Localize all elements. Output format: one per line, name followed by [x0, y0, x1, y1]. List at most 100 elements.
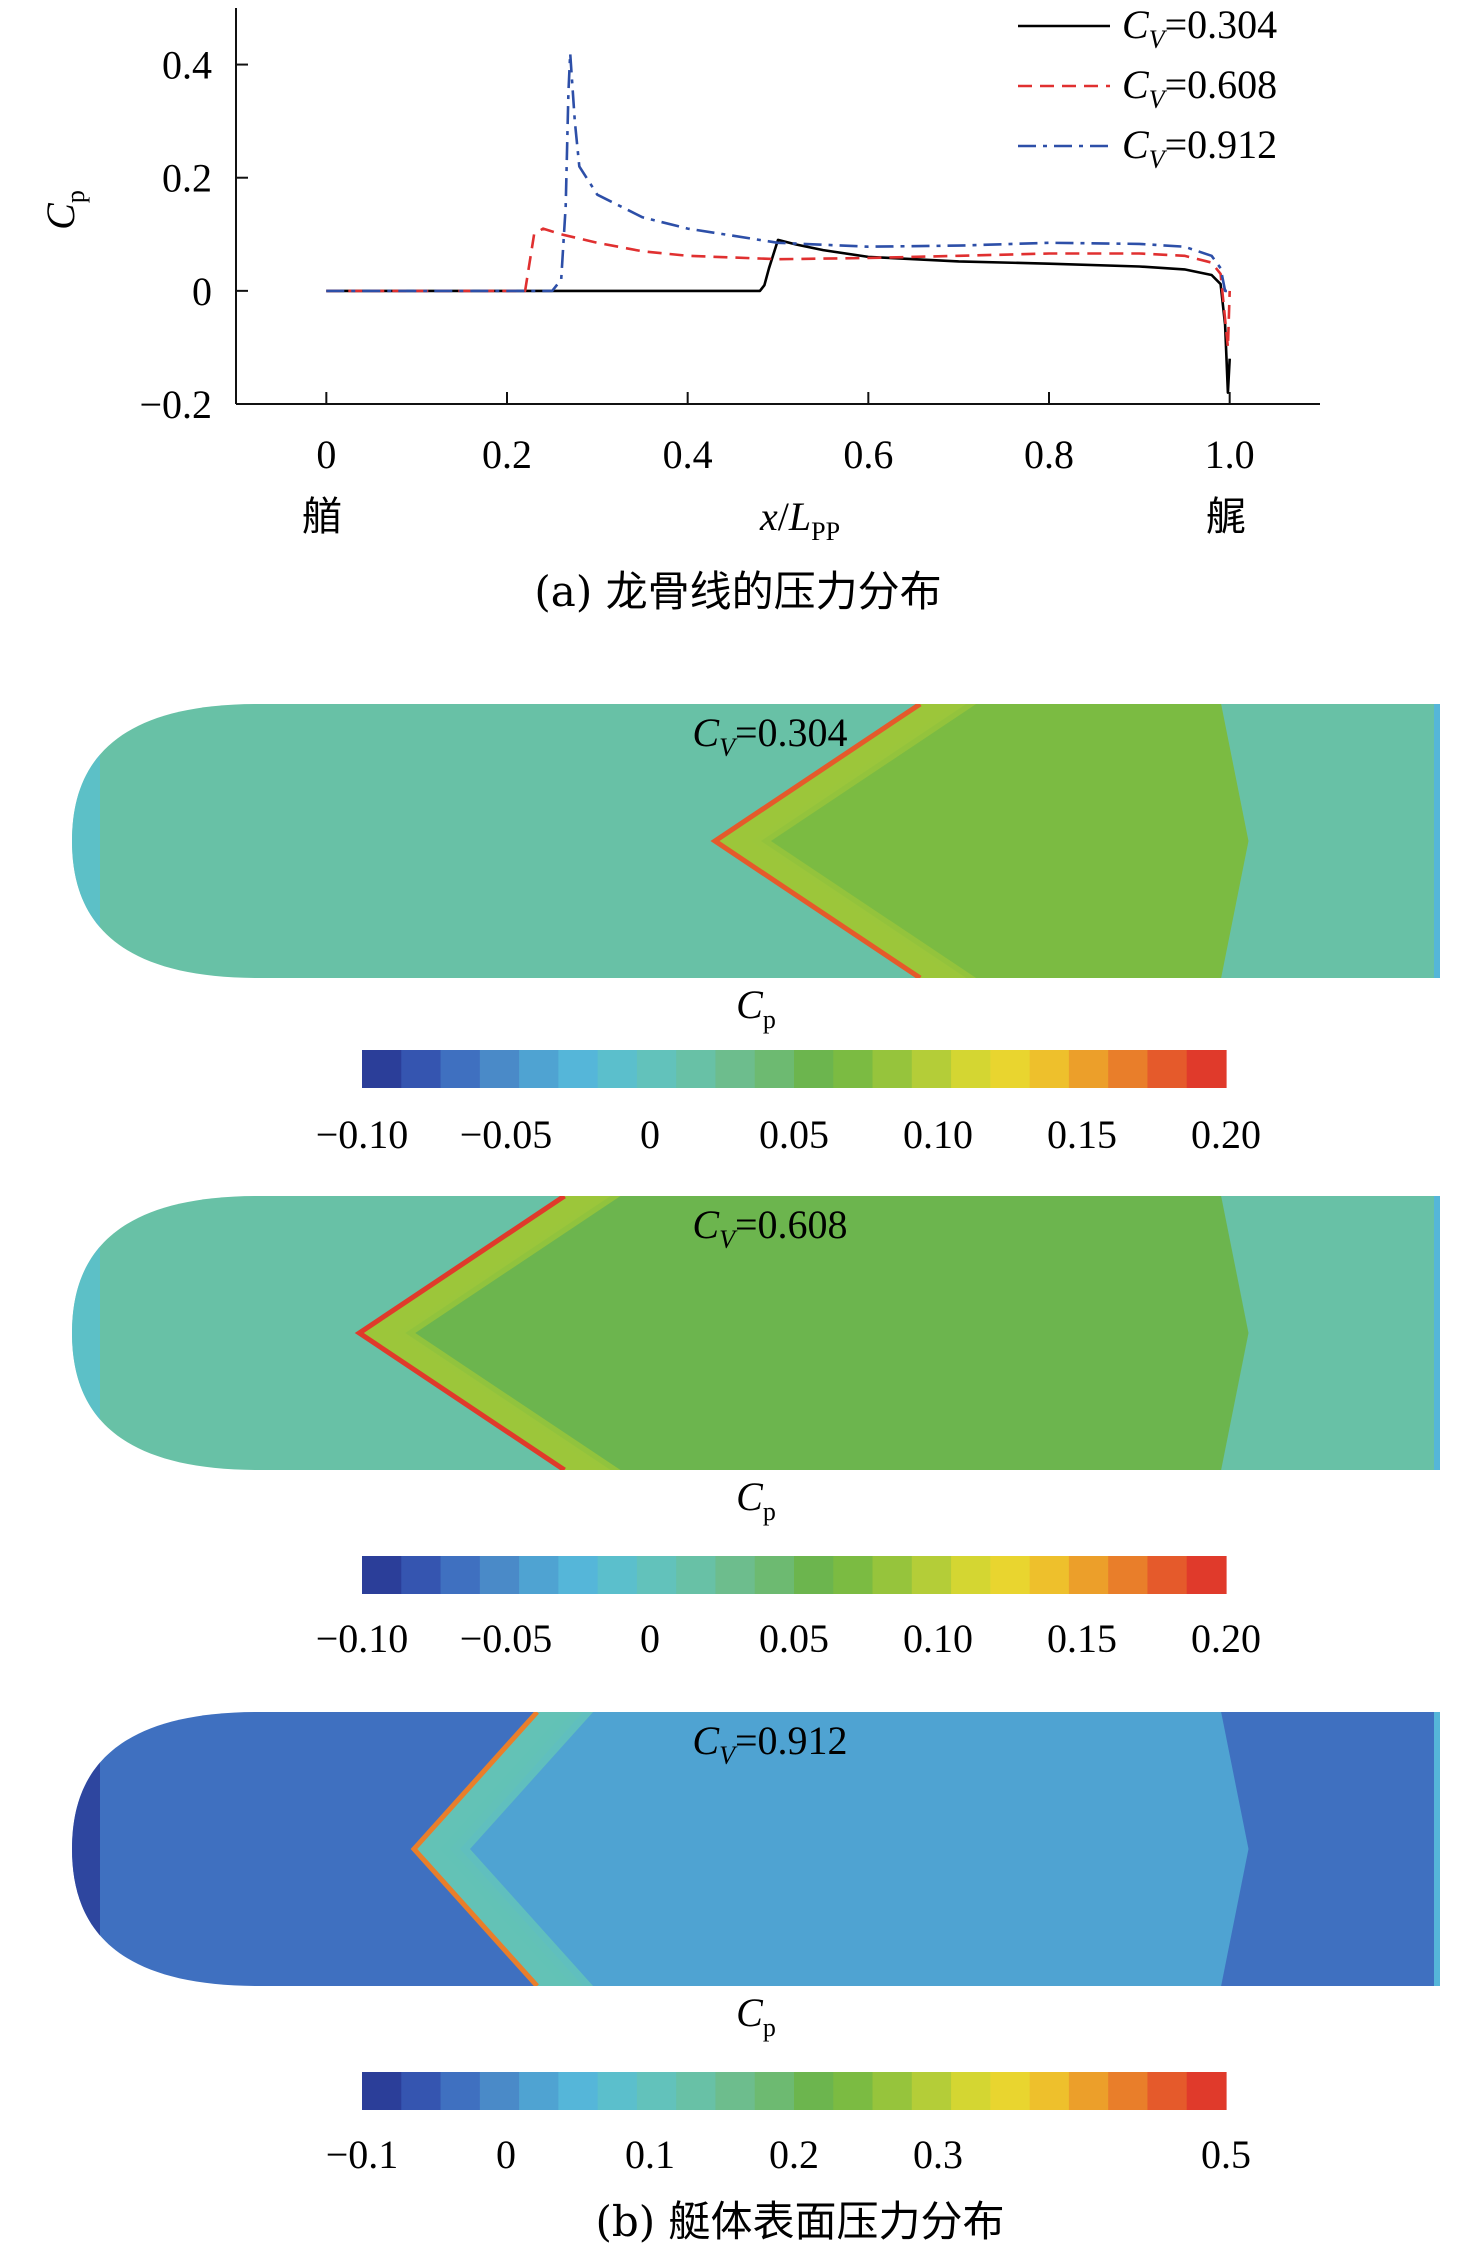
- colorbar-tick-label: 0.05: [759, 1616, 829, 1661]
- colorbar-segment: [951, 1050, 991, 1088]
- colorbar-segment: [794, 2072, 834, 2110]
- colorbar-tick-label: 0.2: [769, 2132, 819, 2177]
- colorbar-segment: [1029, 1050, 1070, 1088]
- colorbar-segment: [872, 1556, 913, 1594]
- caption-b: (b) 艇体表面压力分布: [595, 2197, 1004, 2246]
- shock-ridge: [410, 1712, 539, 1986]
- colorbar-tick-label: 0.05: [759, 1112, 829, 1157]
- colorbar-segment: [362, 1050, 402, 1088]
- x-tick-label: 0: [316, 432, 336, 477]
- colorbar-segment: [911, 1556, 952, 1594]
- colorbar-tick-label: −0.10: [316, 1112, 409, 1157]
- colorbar-segment: [833, 1050, 874, 1088]
- colorbar-segment: [1147, 1556, 1188, 1594]
- colorbar-segment: [833, 1556, 874, 1594]
- stern-edge: [1434, 1712, 1440, 1986]
- bow-stagnation-zone: [72, 704, 100, 978]
- colorbar-segment: [558, 1556, 599, 1594]
- stern-edge: [1434, 704, 1440, 978]
- colorbar-segment: [1029, 2072, 1070, 2110]
- y-tick-group: −0.2 0 0.2 0.4: [139, 43, 248, 427]
- caption-a: (a) 龙骨线的压力分布: [534, 567, 941, 616]
- legend-entry: CV=0.912: [1122, 122, 1277, 174]
- y-tick-label: 0.4: [162, 43, 212, 88]
- colorbar-segment: [1108, 2072, 1149, 2110]
- colorbar-segment: [990, 1556, 1031, 1594]
- colorbar-segment: [440, 1556, 481, 1594]
- colorbar-segment: [440, 1050, 481, 1088]
- colorbar-tick-label: 0.10: [903, 1112, 973, 1157]
- colorbar-segment: [911, 2072, 952, 2110]
- colorbar-segment: [479, 1556, 520, 1594]
- colorbar-tick-label: −0.05: [460, 1616, 553, 1661]
- colorbar-tick-label: 0.15: [1047, 1112, 1117, 1157]
- colorbar-tick-label: −0.10: [316, 1616, 409, 1661]
- panel-title: CV=0.304: [692, 710, 847, 762]
- colorbar-segment: [951, 1556, 991, 1594]
- colorbar-label: Cp: [736, 1990, 776, 2042]
- legend: CV=0.304 CV=0.608 CV=0.912: [1018, 2, 1277, 174]
- colorbar-segment: [519, 1556, 559, 1594]
- x-tick-label: 1.0: [1205, 432, 1255, 477]
- stern-edge: [1434, 1196, 1440, 1470]
- colorbar-segment: [597, 2072, 638, 2110]
- colorbar-segment: [754, 1050, 795, 1088]
- colorbar-segment: [479, 1050, 520, 1088]
- colorbar-segment: [833, 2072, 874, 2110]
- colorbar-segment: [872, 2072, 913, 2110]
- x-tick-label: 0.8: [1024, 432, 1074, 477]
- wake-region: [414, 1712, 1249, 1986]
- colorbar-segment: [597, 1050, 638, 1088]
- series-line-3: [326, 51, 1230, 293]
- colorbar-tick-label: 0.15: [1047, 1616, 1117, 1661]
- colorbar-segment: [715, 1050, 756, 1088]
- contour-panel-cv-0912: CV=0.912 Cp −0.1 0 0.1 0.2 0.3 0.5: [72, 1712, 1440, 2177]
- colorbar-segment: [519, 2072, 559, 2110]
- x-tick-label: 0.4: [663, 432, 713, 477]
- colorbar-segment: [754, 2072, 795, 2110]
- x-tick-group: 0 0.2 0.4 0.6 0.8 1.0: [316, 392, 1255, 477]
- bow-stagnation-zone: [72, 1712, 100, 1986]
- x-tick-label: 0.2: [482, 432, 532, 477]
- colorbar-segment: [558, 1050, 599, 1088]
- colorbar-segment: [1068, 1556, 1109, 1594]
- colorbar-segment: [1186, 1050, 1227, 1088]
- colorbar-segment: [754, 1556, 795, 1594]
- shock-ridge: [710, 704, 922, 978]
- colorbar-segment: [401, 2072, 442, 2110]
- bow-stagnation-zone: [72, 1196, 100, 1470]
- legend-entry: CV=0.304: [1122, 2, 1277, 54]
- colorbar-tick-label: 0.5: [1201, 2132, 1251, 2177]
- shock-band: [414, 1712, 594, 1986]
- colorbar-tick-label: 0.10: [903, 1616, 973, 1661]
- colorbar-segment: [362, 2072, 402, 2110]
- colorbar-segment: [794, 1050, 834, 1088]
- colorbar-segment: [676, 2072, 717, 2110]
- colorbar-label: Cp: [736, 982, 776, 1034]
- colorbar-segment: [440, 2072, 481, 2110]
- colorbar-segment: [1147, 1050, 1188, 1088]
- colorbar-segment: [1186, 1556, 1227, 1594]
- shock-ridge: [354, 1196, 566, 1470]
- y-tick-label: 0.2: [162, 156, 212, 201]
- colorbar-segment: [990, 1050, 1031, 1088]
- colorbar-segment: [1029, 1556, 1070, 1594]
- colorbar-segment: [990, 2072, 1031, 2110]
- colorbar-segment: [636, 2072, 677, 2110]
- wake-region: [359, 1196, 1249, 1470]
- colorbar-segment: [911, 1050, 952, 1088]
- panel-title: CV=0.608: [692, 1202, 847, 1254]
- shock-band: [714, 704, 977, 978]
- colorbar-tick-label: 0: [640, 1112, 660, 1157]
- colorbar-segment: [676, 1050, 717, 1088]
- colorbar-segment: [1147, 2072, 1188, 2110]
- x-tick-label: 0.6: [843, 432, 893, 477]
- colorbar-segment: [636, 1050, 677, 1088]
- colorbar-segment: [362, 1556, 402, 1594]
- colorbar-segment: [715, 1556, 756, 1594]
- legend-entry: CV=0.608: [1122, 62, 1277, 114]
- series-line-2: [326, 227, 1231, 349]
- colorbar-tick-label: −0.05: [460, 1112, 553, 1157]
- colorbar-segment: [479, 2072, 520, 2110]
